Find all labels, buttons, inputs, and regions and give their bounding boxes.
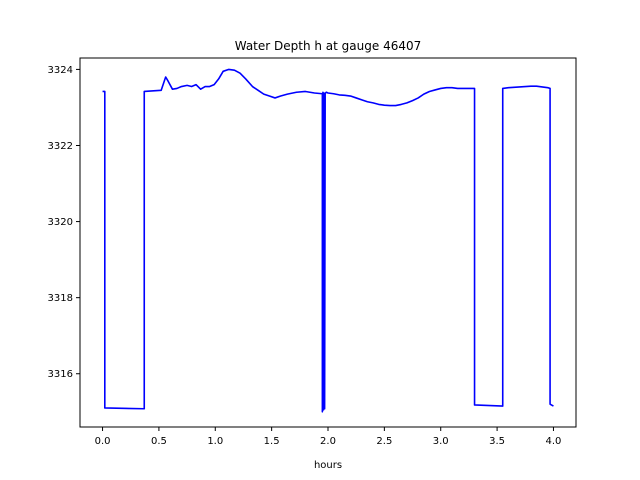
series-line-0 xyxy=(102,68,554,413)
x-tick-label: 0.5 xyxy=(151,436,167,447)
x-tick-label: 2.0 xyxy=(320,436,336,447)
y-tick-label: 3318 xyxy=(48,293,73,304)
x-axis: 0.0 0.5 1.0 1.5 2.0 2.5 3.0 3.5 4.0 xyxy=(95,427,562,447)
chart-title: Water Depth h at gauge 46407 xyxy=(235,39,422,53)
y-tick-label: 3316 xyxy=(48,369,73,380)
y-tick-label: 3324 xyxy=(48,65,73,76)
y-axis: 3316 3318 3320 3322 3324 xyxy=(48,65,80,380)
plot-area xyxy=(102,68,554,413)
y-tick-label: 3320 xyxy=(48,217,73,228)
x-tick-label: 1.5 xyxy=(264,436,280,447)
y-tick-label: 3322 xyxy=(48,141,73,152)
x-tick-label: 4.0 xyxy=(546,436,562,447)
x-tick-label: 0.0 xyxy=(95,436,111,447)
x-tick-label: 1.0 xyxy=(207,436,223,447)
x-axis-title: hours xyxy=(314,460,342,471)
x-tick-label: 3.5 xyxy=(489,436,505,447)
plot-frame xyxy=(79,57,577,428)
x-tick-label: 2.5 xyxy=(376,436,392,447)
x-tick-label: 3.0 xyxy=(433,436,449,447)
